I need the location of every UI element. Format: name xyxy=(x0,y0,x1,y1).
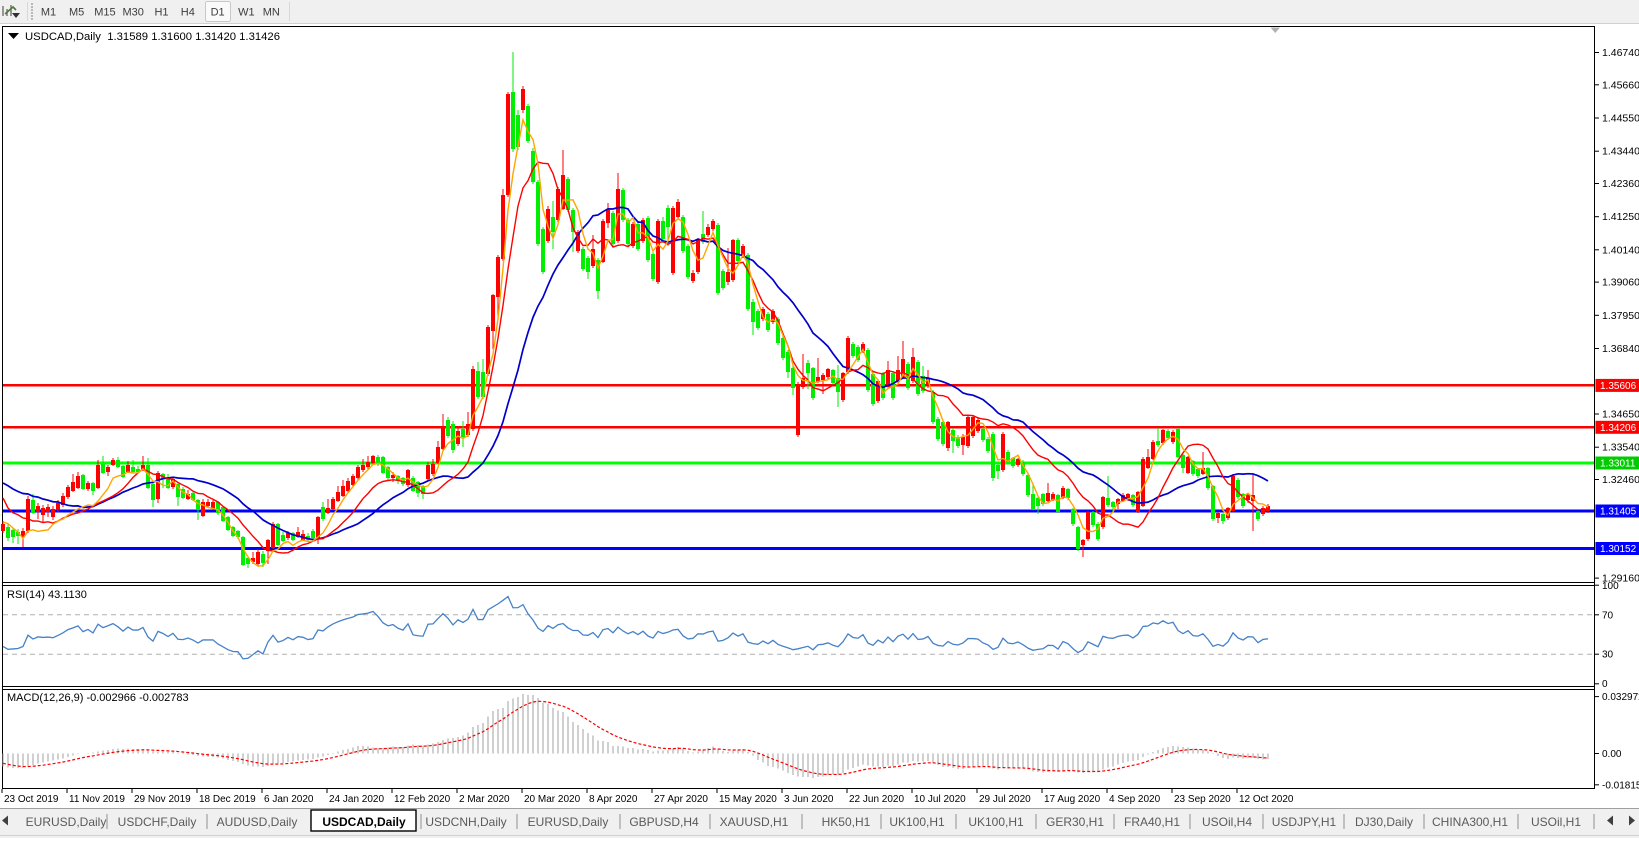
svg-text:1.37950: 1.37950 xyxy=(1602,310,1639,322)
svg-text:1.30152: 1.30152 xyxy=(1600,544,1637,555)
svg-text:1.34206: 1.34206 xyxy=(1600,423,1637,434)
svg-text:1.42360: 1.42360 xyxy=(1602,178,1639,190)
svg-text:UK100,H1: UK100,H1 xyxy=(889,815,945,829)
svg-text:0.00: 0.00 xyxy=(1602,749,1622,760)
svg-text:AUDUSD,Daily: AUDUSD,Daily xyxy=(217,815,298,829)
svg-text:USOil,H1: USOil,H1 xyxy=(1531,815,1581,829)
svg-text:1.32460: 1.32460 xyxy=(1602,474,1639,486)
svg-text:0: 0 xyxy=(1602,679,1608,690)
svg-text:11 Nov 2019: 11 Nov 2019 xyxy=(69,794,125,805)
svg-text:-0.018154: -0.018154 xyxy=(1602,780,1639,791)
svg-text:USDJPY,H1: USDJPY,H1 xyxy=(1272,815,1337,829)
svg-text:17 Aug 2020: 17 Aug 2020 xyxy=(1044,794,1101,805)
svg-text:XAUUSD,H1: XAUUSD,H1 xyxy=(720,815,789,829)
svg-text:M15: M15 xyxy=(94,7,115,19)
svg-text:USDCHF,Daily: USDCHF,Daily xyxy=(118,815,197,829)
svg-text:EURUSD,Daily: EURUSD,Daily xyxy=(528,815,609,829)
svg-text:CHINA300,H1: CHINA300,H1 xyxy=(1432,815,1508,829)
svg-text:27 Apr 2020: 27 Apr 2020 xyxy=(654,794,708,805)
svg-text:1.33011: 1.33011 xyxy=(1600,459,1636,470)
svg-text:H1: H1 xyxy=(154,7,168,19)
svg-text:USDCNH,Daily: USDCNH,Daily xyxy=(425,815,506,829)
svg-text:12 Feb 2020: 12 Feb 2020 xyxy=(394,794,451,805)
svg-text:USDCAD,Daily 1.31589 1.31600: USDCAD,Daily 1.31589 1.31600 1.31420 1.3… xyxy=(25,31,280,43)
svg-text:H4: H4 xyxy=(181,7,195,19)
svg-text:FRA40,H1: FRA40,H1 xyxy=(1124,815,1180,829)
svg-text:W1: W1 xyxy=(238,7,255,19)
svg-text:1.46740: 1.46740 xyxy=(1602,47,1639,59)
svg-text:M5: M5 xyxy=(69,7,84,19)
svg-text:RSI(14) 43.1130: RSI(14) 43.1130 xyxy=(7,589,87,601)
svg-text:1.39060: 1.39060 xyxy=(1602,277,1639,289)
svg-text:HK50,H1: HK50,H1 xyxy=(822,815,871,829)
svg-text:USOil,H4: USOil,H4 xyxy=(1202,815,1252,829)
svg-text:22 Jun 2020: 22 Jun 2020 xyxy=(849,794,904,805)
svg-text:GBPUSD,H4: GBPUSD,H4 xyxy=(629,815,699,829)
svg-text:1.31405: 1.31405 xyxy=(1600,507,1637,518)
svg-text:1.44550: 1.44550 xyxy=(1602,113,1639,125)
svg-text:23 Oct 2019: 23 Oct 2019 xyxy=(4,794,59,805)
svg-text:70: 70 xyxy=(1602,610,1614,621)
svg-text:24 Jan 2020: 24 Jan 2020 xyxy=(329,794,384,805)
svg-text:UK100,H1: UK100,H1 xyxy=(968,815,1024,829)
svg-text:10 Jul 2020: 10 Jul 2020 xyxy=(914,794,966,805)
svg-text:1.41250: 1.41250 xyxy=(1602,211,1639,223)
svg-text:1.33540: 1.33540 xyxy=(1602,442,1639,454)
svg-text:18 Dec 2019: 18 Dec 2019 xyxy=(199,794,256,805)
svg-text:MACD(12,26,9) -0.002966 -0.002: MACD(12,26,9) -0.002966 -0.002783 xyxy=(7,692,189,704)
svg-text:2 Mar 2020: 2 Mar 2020 xyxy=(459,794,510,805)
svg-text:1.43440: 1.43440 xyxy=(1602,146,1639,158)
svg-text:MN: MN xyxy=(263,7,280,19)
svg-text:20 Mar 2020: 20 Mar 2020 xyxy=(524,794,581,805)
svg-text:DJ30,Daily: DJ30,Daily xyxy=(1355,815,1413,829)
svg-text:1.34650: 1.34650 xyxy=(1602,409,1639,421)
svg-text:29 Nov 2019: 29 Nov 2019 xyxy=(134,794,191,805)
svg-text:M1: M1 xyxy=(41,7,56,19)
svg-text:100: 100 xyxy=(1602,581,1619,592)
svg-text:D1: D1 xyxy=(211,7,225,19)
svg-text:8 Apr 2020: 8 Apr 2020 xyxy=(589,794,638,805)
svg-text:30: 30 xyxy=(1602,650,1614,661)
svg-text:USDCAD,Daily: USDCAD,Daily xyxy=(322,815,406,829)
svg-text:15 May 2020: 15 May 2020 xyxy=(719,794,777,805)
svg-text:4 Sep 2020: 4 Sep 2020 xyxy=(1109,794,1161,805)
svg-text:M30: M30 xyxy=(122,7,143,19)
svg-text:12 Oct 2020: 12 Oct 2020 xyxy=(1239,794,1294,805)
svg-text:29 Jul 2020: 29 Jul 2020 xyxy=(979,794,1031,805)
svg-text:3 Jun 2020: 3 Jun 2020 xyxy=(784,794,834,805)
svg-text:1.35606: 1.35606 xyxy=(1600,381,1637,392)
svg-text:0.032972: 0.032972 xyxy=(1602,692,1639,703)
svg-text:GER30,H1: GER30,H1 xyxy=(1046,815,1104,829)
svg-text:EURUSD,Daily: EURUSD,Daily xyxy=(26,815,107,829)
svg-text:1.36840: 1.36840 xyxy=(1602,343,1639,355)
svg-text:6 Jan 2020: 6 Jan 2020 xyxy=(264,794,314,805)
svg-text:1.45660: 1.45660 xyxy=(1602,79,1639,91)
svg-text:23 Sep 2020: 23 Sep 2020 xyxy=(1174,794,1231,805)
svg-text:1.40140: 1.40140 xyxy=(1602,244,1639,256)
